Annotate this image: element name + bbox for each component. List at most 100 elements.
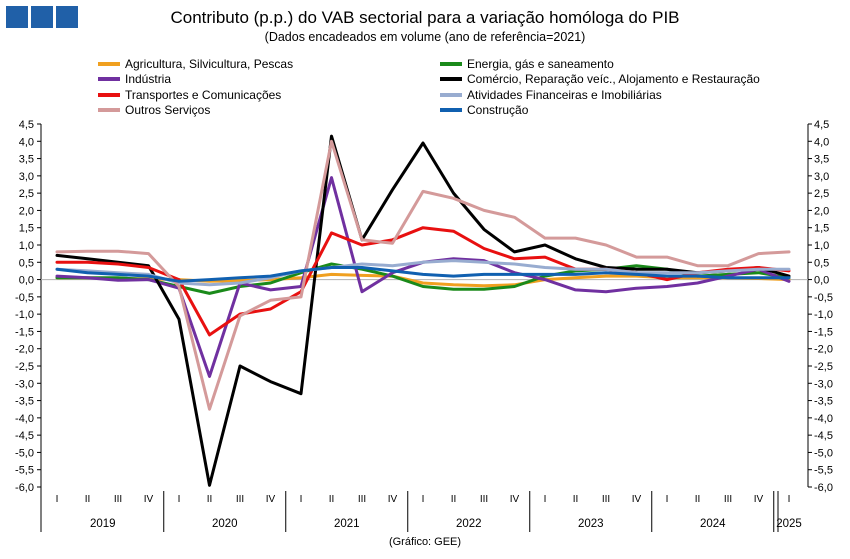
y-tick-label-left: 2,0 bbox=[19, 205, 34, 217]
y-tick-label-right: 1,0 bbox=[814, 240, 829, 252]
y-tick-label-left: 3,0 bbox=[19, 171, 34, 183]
x-tick-label: III bbox=[602, 494, 610, 505]
legend-item-agricultura: Agricultura, Silvicultura, Pescas bbox=[98, 57, 293, 71]
y-tick-label-right: -3,5 bbox=[814, 396, 833, 408]
x-tick-label: III bbox=[480, 494, 488, 505]
y-tick-label-left: -3,0 bbox=[15, 378, 34, 390]
y-tick-label-right: -5,0 bbox=[814, 447, 833, 459]
series-line-6 bbox=[55, 259, 791, 287]
x-tick-label: IV bbox=[388, 494, 398, 505]
legend-label: Comércio, Reparação veíc., Alojamento e … bbox=[467, 72, 760, 86]
x-tick-label: II bbox=[573, 494, 579, 505]
legend-label: Agricultura, Silvicultura, Pescas bbox=[125, 57, 294, 71]
y-tick-label-left: -4,5 bbox=[15, 430, 34, 442]
y-tick-label-left: 4,0 bbox=[19, 136, 34, 148]
x-tick-label: II bbox=[207, 494, 213, 505]
year-label-2023: 2023 bbox=[578, 518, 604, 530]
y-tick-label-right: -5,5 bbox=[814, 465, 833, 477]
x-tick-label: IV bbox=[144, 494, 154, 505]
legend-swatch bbox=[98, 76, 120, 81]
year-label-2022: 2022 bbox=[456, 518, 482, 530]
legend-item-energia: Energia, gás e saneamento bbox=[440, 57, 614, 71]
series-line-5 bbox=[55, 226, 791, 337]
x-tick-label: III bbox=[114, 494, 122, 505]
y-tick-label-left: -6,0 bbox=[15, 482, 34, 494]
y-tick-label-left: -4,0 bbox=[15, 413, 34, 425]
y-tick-label-left: -0,5 bbox=[15, 292, 34, 304]
x-tick-label: I bbox=[544, 494, 547, 505]
x-tick-label: IV bbox=[632, 494, 642, 505]
y-tick-label-left: -3,5 bbox=[15, 396, 34, 408]
y-tick-label-right: -2,0 bbox=[814, 344, 833, 356]
y-tick-label-left: -5,0 bbox=[15, 447, 34, 459]
series-line-8 bbox=[55, 266, 791, 283]
y-tick-label-right: -0,5 bbox=[814, 292, 833, 304]
x-tick-label: IV bbox=[754, 494, 764, 505]
logo-block-2 bbox=[31, 6, 53, 28]
legend-item-comercio: Comércio, Reparação veíc., Alojamento e … bbox=[440, 72, 760, 86]
logo-block-1 bbox=[6, 6, 28, 28]
y-tick-label-right: -2,5 bbox=[814, 361, 833, 373]
legend-swatch bbox=[440, 61, 462, 66]
x-tick-label: II bbox=[695, 494, 701, 505]
legend-item-outros-servicos: Outros Serviços bbox=[98, 103, 210, 117]
legend-item-industria: Indústria bbox=[98, 72, 171, 86]
y-tick-label-right: 3,5 bbox=[814, 154, 829, 166]
year-label-2024: 2024 bbox=[700, 518, 726, 530]
x-tick-label: I bbox=[666, 494, 669, 505]
chart-title: Contributo (p.p.) do VAB sectorial para … bbox=[170, 8, 680, 27]
year-label-2021: 2021 bbox=[334, 518, 360, 530]
y-tick-label-left: -5,5 bbox=[15, 465, 34, 477]
legend-label: Indústria bbox=[125, 72, 172, 86]
legend-swatch bbox=[440, 76, 462, 81]
x-tick-label: IV bbox=[510, 494, 520, 505]
x-tick-label: III bbox=[358, 494, 366, 505]
legend-swatch bbox=[440, 107, 462, 112]
legend-swatch bbox=[98, 61, 120, 66]
y-tick-label-right: -1,5 bbox=[814, 326, 833, 338]
y-tick-label-left: 0,0 bbox=[19, 275, 34, 287]
y-tick-label-right: 2,0 bbox=[814, 205, 829, 217]
x-tick-label: I bbox=[422, 494, 425, 505]
legend-label: Construção bbox=[467, 103, 529, 117]
y-tick-label-left: 2,5 bbox=[19, 188, 34, 200]
y-tick-label-left: 0,5 bbox=[19, 257, 34, 269]
y-tick-label-right: 2,5 bbox=[814, 188, 829, 200]
y-tick-label-left: -1,0 bbox=[15, 309, 34, 321]
year-label-2020: 2020 bbox=[212, 518, 238, 530]
y-tick-label-right: -1,0 bbox=[814, 309, 833, 321]
x-tick-label: I bbox=[300, 494, 303, 505]
year-label-2019: 2019 bbox=[90, 518, 116, 530]
x-tick-label: III bbox=[236, 494, 244, 505]
legend-label: Energia, gás e saneamento bbox=[467, 57, 614, 71]
chart-source: (Gráfico: GEE) bbox=[388, 536, 462, 548]
x-tick-label: I bbox=[788, 494, 791, 505]
legend-label: Atividades Financeiras e Imobiliárias bbox=[467, 88, 662, 102]
legend-item-construcao: Construção bbox=[440, 103, 528, 117]
legend-label: Transportes e Comunicações bbox=[125, 88, 282, 102]
y-tick-label-right: -3,0 bbox=[814, 378, 833, 390]
y-tick-label-left: -2,0 bbox=[15, 344, 34, 356]
x-tick-label: I bbox=[178, 494, 181, 505]
logo-block-3 bbox=[56, 6, 78, 28]
y-tick-label-right: 1,5 bbox=[814, 223, 829, 235]
x-tick-label: IV bbox=[266, 494, 276, 505]
legend-swatch bbox=[440, 92, 462, 97]
legend-item-transportes: Transportes e Comunicações bbox=[98, 88, 281, 102]
y-tick-label-left: 4,5 bbox=[19, 119, 34, 131]
legend-swatch bbox=[98, 92, 120, 97]
y-tick-label-right: -6,0 bbox=[814, 482, 833, 494]
legend-label: Outros Serviços bbox=[125, 103, 211, 117]
y-tick-label-left: -2,5 bbox=[15, 361, 34, 373]
y-tick-label-left: 1,5 bbox=[19, 223, 34, 235]
year-label-2025: 2025 bbox=[776, 518, 802, 530]
x-tick-label: II bbox=[85, 494, 91, 505]
y-tick-label-right: -4,5 bbox=[814, 430, 833, 442]
y-tick-label-right: 3,0 bbox=[814, 171, 829, 183]
y-tick-label-right: -4,0 bbox=[814, 413, 833, 425]
x-tick-label: II bbox=[329, 494, 335, 505]
y-tick-label-right: 0,5 bbox=[814, 257, 829, 269]
y-tick-label-right: 0,0 bbox=[814, 275, 829, 287]
y-tick-label-left: 1,0 bbox=[19, 240, 34, 252]
